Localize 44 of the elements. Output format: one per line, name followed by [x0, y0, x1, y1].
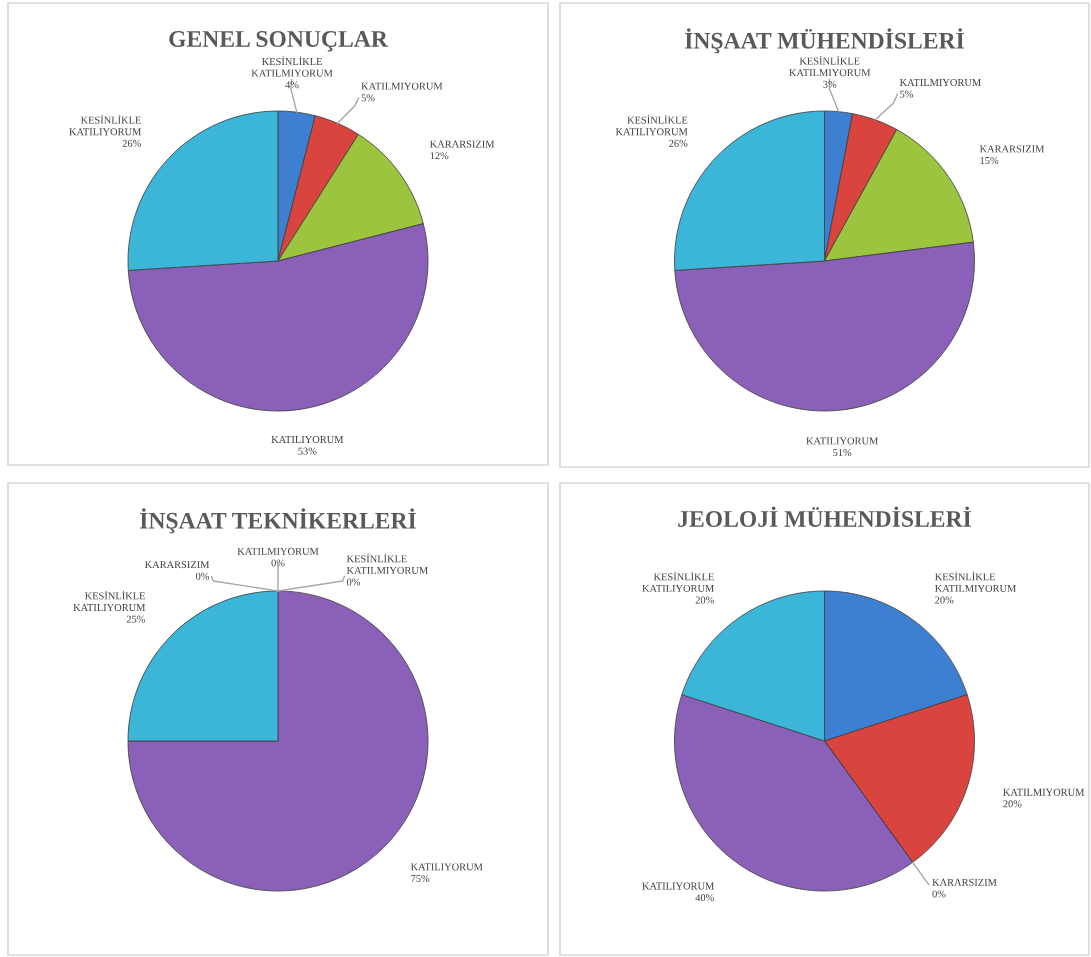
data-label: 5% — [361, 94, 375, 102]
data-label: 20% — [1003, 800, 1022, 808]
data-label: 5% — [900, 90, 914, 98]
slice-label: KESİNLİKLE KATILIYORUM — [69, 114, 142, 136]
category-label: KATILMIYORUM — [237, 547, 319, 555]
data-label: 15% — [980, 156, 999, 165]
slice-label: KESİNLİKLE KATILMIYORUM — [935, 571, 1016, 592]
data-label: 53% — [298, 447, 317, 455]
slice-label: KESİNLİKLE KATILIYORUM — [73, 590, 146, 612]
data-label: 51% — [833, 449, 852, 457]
slice-label: KATILMIYORUM — [1003, 788, 1085, 796]
chart-title: İNŞAAT MÜHENDİSLERİ — [685, 28, 964, 54]
data-label: 75% — [411, 874, 430, 883]
data-label: 25% — [126, 615, 146, 623]
category-label: KESİNLİKLE KATILMIYORUM — [346, 553, 428, 574]
data-label: 26% — [669, 139, 688, 147]
slice-label: KATILIYORUM — [642, 882, 714, 890]
slice-label: KATILIYORUM — [410, 863, 483, 871]
text: 0% — [271, 559, 285, 567]
data-label: 4% — [285, 81, 299, 89]
slice-label: KESİNLİKLE KATILIYORUM — [642, 571, 714, 592]
data-label: 20% — [935, 596, 954, 604]
data-label: 26% — [122, 139, 141, 147]
slice-label: KARARSIZIM — [429, 140, 495, 148]
chart-title: GENEL SONUÇLAR — [169, 31, 389, 52]
category-label: KARARSIZIM — [144, 561, 210, 569]
slice-label: KESİNLİKLE KATILIYORUM — [615, 114, 688, 136]
text: 0% — [932, 890, 946, 898]
slice-label: KATILIYORUM — [806, 437, 878, 445]
text: 0% — [346, 578, 361, 586]
chart-title: İNŞAAT TEKNİKERLERİ — [140, 508, 416, 534]
data-label: 12% — [430, 152, 449, 160]
slice-label: KARARSIZIM — [979, 145, 1045, 153]
data-label: 3% — [823, 80, 837, 88]
slice-label: KATILMIYORUM — [899, 78, 981, 86]
chart-title: JEOLOJİ MÜHENDİSLERİ — [678, 506, 971, 527]
slice-label: KATILMIYORUM — [361, 82, 443, 90]
category-label: KARARSIZIM — [932, 878, 997, 886]
data-label: 20% — [695, 596, 714, 604]
slice-label: KESİNLİKLE KATILMIYORUM — [251, 56, 333, 77]
data-label: 40% — [695, 894, 714, 902]
slice-label: KATILIYORUM — [271, 435, 344, 443]
slice-label: KESİNLİKLE KATILMIYORUM — [789, 55, 871, 77]
text: 0% — [195, 572, 210, 580]
